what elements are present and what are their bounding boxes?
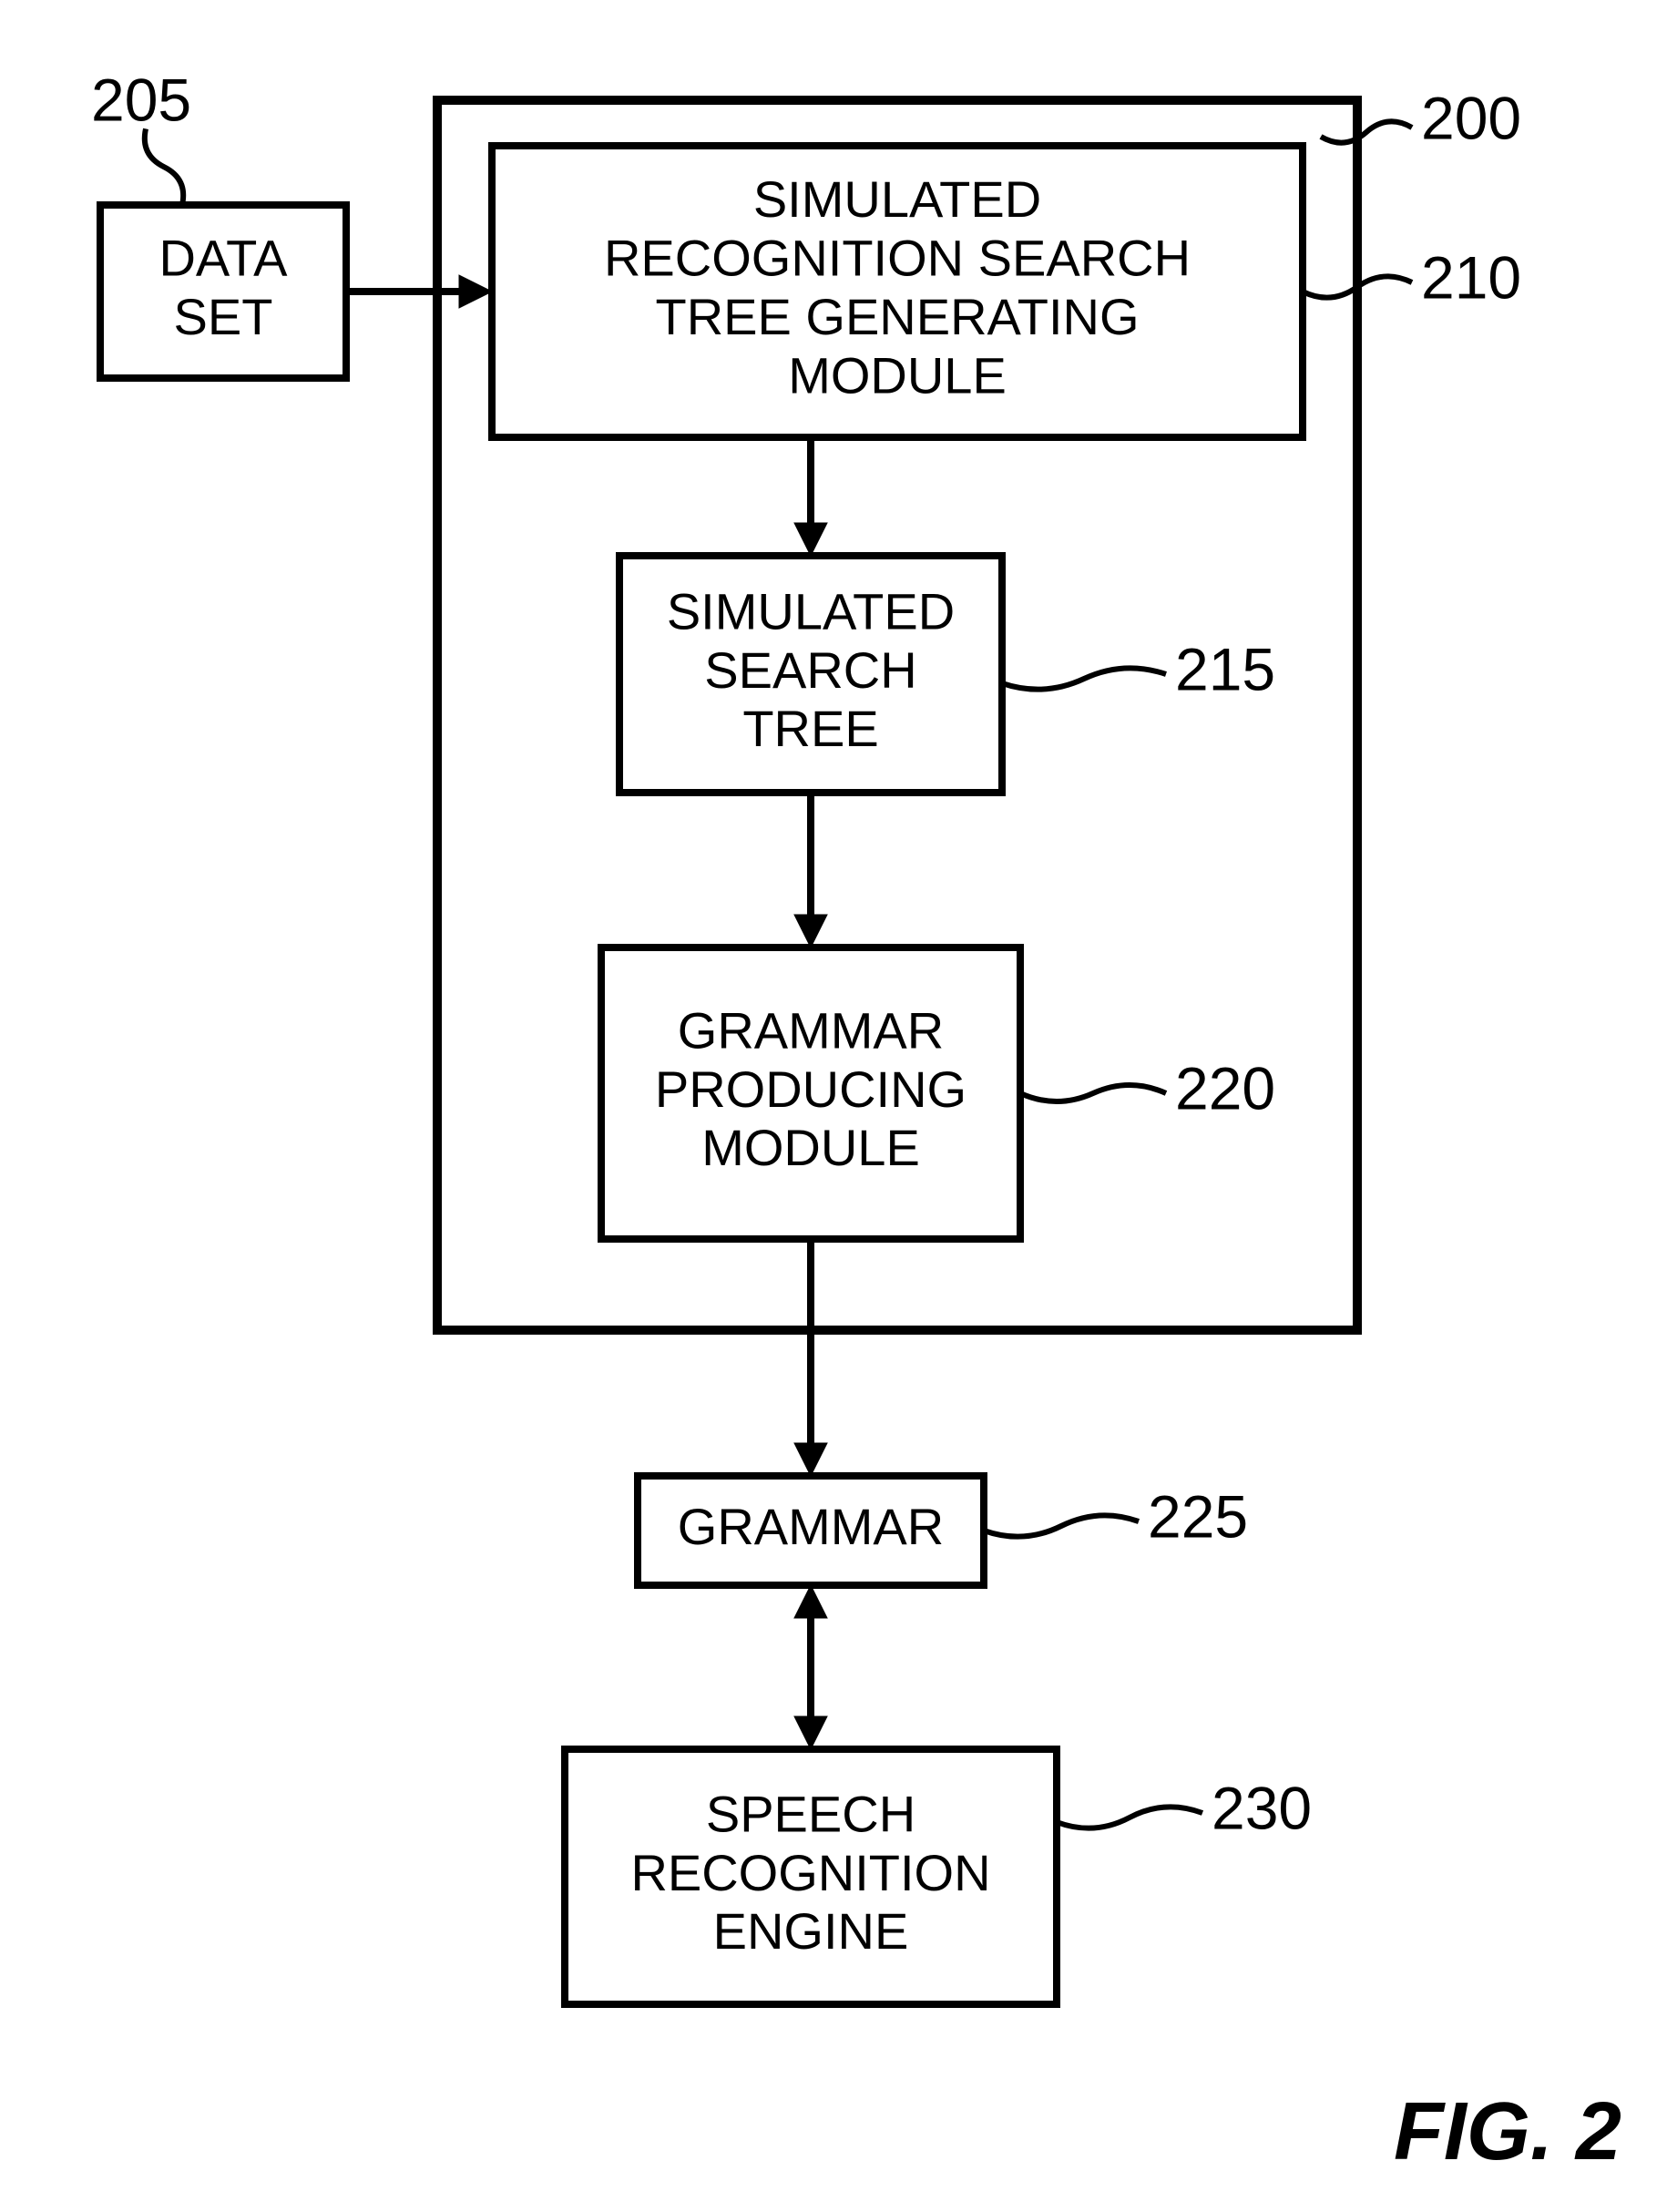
grammar-label-line-0: GRAMMAR — [678, 1498, 944, 1555]
grammar-to-sre-head — [794, 1716, 827, 1749]
ref-label-r225: 225 — [1148, 1482, 1248, 1550]
ref-label-r230: 230 — [1212, 1774, 1312, 1841]
gpm-to-grammar-head — [794, 1443, 827, 1476]
ref-lead-r225 — [984, 1515, 1139, 1536]
sre-label-line-0: SPEECH — [706, 1785, 915, 1842]
sre-label-line-1: RECOGNITION — [630, 1844, 990, 1901]
gpm-label-line-2: MODULE — [701, 1119, 920, 1176]
sre-label-line-2: ENGINE — [713, 1902, 909, 1960]
srstgm-label-line-1: RECOGNITION SEARCH — [604, 230, 1191, 287]
gpm-label-line-1: PRODUCING — [655, 1060, 966, 1118]
srstgm-label-line-3: MODULE — [788, 346, 1007, 404]
sst-label-line-0: SIMULATED — [667, 582, 955, 640]
ref-label-r200: 200 — [1421, 84, 1521, 151]
ref-lead-r205 — [145, 128, 183, 205]
grammar-to-sre-tail-head — [794, 1585, 827, 1618]
ref-label-r210: 210 — [1421, 243, 1521, 311]
srstgm-label-line-2: TREE GENERATING — [655, 288, 1139, 345]
data_set-label-line-1: SET — [174, 288, 273, 345]
ref-label-r220: 220 — [1175, 1054, 1275, 1121]
figure-label: FIG. 2 — [1394, 2086, 1621, 2177]
data_set-label-line-0: DATA — [159, 230, 288, 287]
srstgm-label-line-0: SIMULATED — [753, 170, 1041, 228]
gpm-label-line-0: GRAMMAR — [678, 1001, 944, 1059]
sst-label-line-1: SEARCH — [704, 641, 916, 699]
ref-label-r205: 205 — [91, 66, 191, 133]
ref-lead-r230 — [1057, 1807, 1202, 1828]
ref-label-r215: 215 — [1175, 635, 1275, 702]
sst-label-line-2: TREE — [742, 700, 878, 757]
